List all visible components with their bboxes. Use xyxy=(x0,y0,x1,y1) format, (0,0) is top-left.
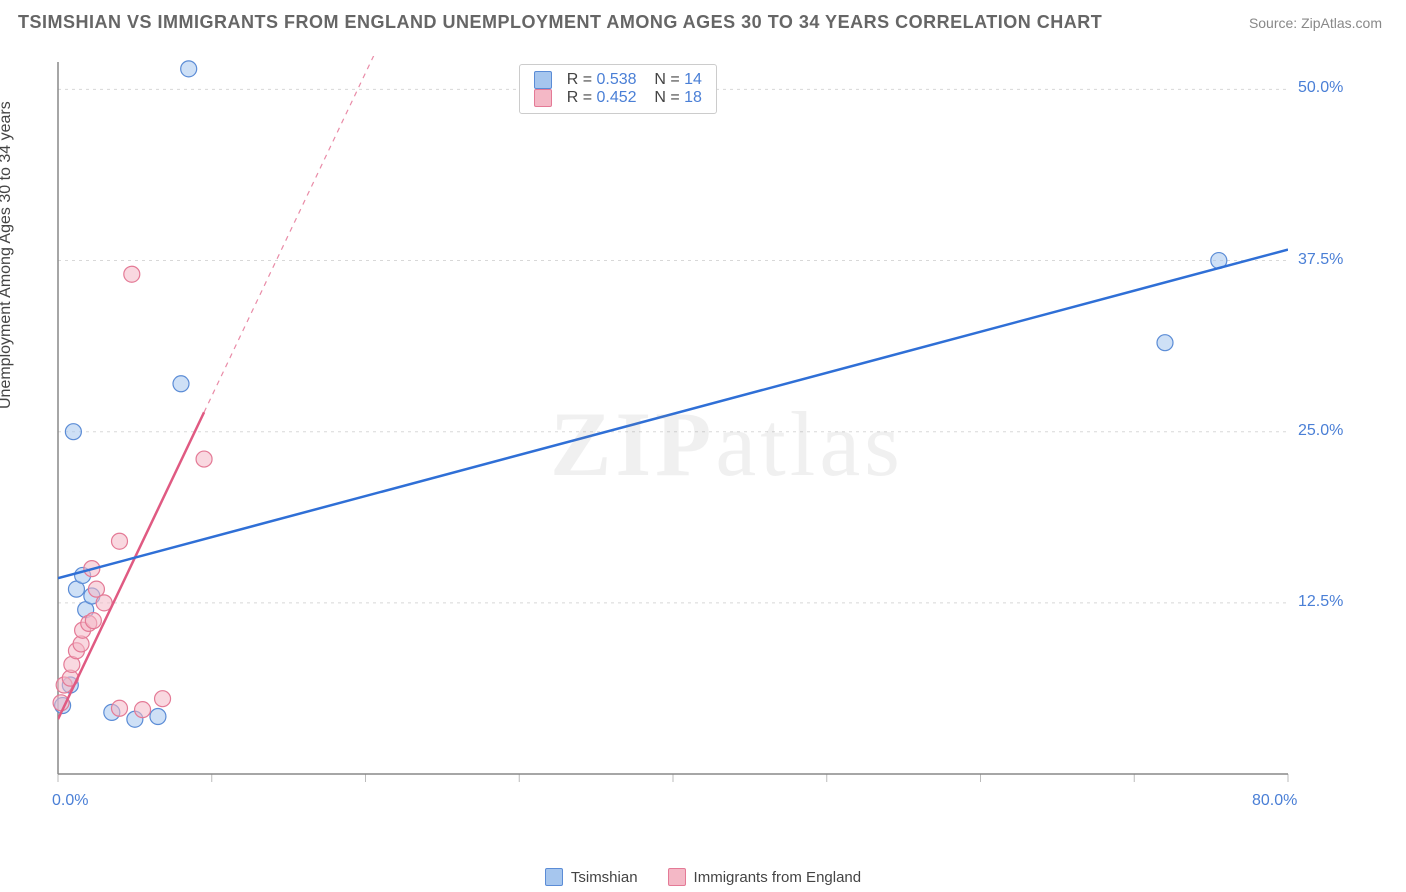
plot-area: ZIPatlas R = 0.538 N = 14 R = 0.452 N = … xyxy=(48,52,1358,822)
stat-text: R = 0.538 N = 14 xyxy=(562,71,702,89)
y-tick-label: 25.0% xyxy=(1298,422,1343,440)
stat-legend: R = 0.538 N = 14 R = 0.452 N = 18 xyxy=(519,64,717,114)
stat-text: R = 0.452 N = 18 xyxy=(562,89,702,107)
legend-item-england: Immigrants from England xyxy=(668,868,862,886)
y-tick-label: 50.0% xyxy=(1298,79,1343,97)
x-tick-label: 80.0% xyxy=(1252,792,1297,810)
legend-label: Tsimshian xyxy=(571,869,638,886)
bottom-legend: Tsimshian Immigrants from England xyxy=(0,868,1406,886)
y-tick-label: 37.5% xyxy=(1298,251,1343,269)
legend-label: Immigrants from England xyxy=(694,869,862,886)
legend-swatch-icon xyxy=(668,868,686,886)
scatter-svg xyxy=(48,52,1358,822)
y-axis-label: Unemployment Among Ages 30 to 34 years xyxy=(0,101,15,409)
header-row: TSIMSHIAN VS IMMIGRANTS FROM ENGLAND UNE… xyxy=(0,0,1406,37)
stat-swatch-icon xyxy=(534,71,552,89)
stat-row: R = 0.538 N = 14 xyxy=(534,71,702,89)
legend-item-tsimshian: Tsimshian xyxy=(545,868,638,886)
chart-title: TSIMSHIAN VS IMMIGRANTS FROM ENGLAND UNE… xyxy=(18,12,1102,33)
source-label: Source: ZipAtlas.com xyxy=(1249,15,1382,31)
x-tick-label: 0.0% xyxy=(52,792,88,810)
stat-swatch-icon xyxy=(534,89,552,107)
correlation-chart: TSIMSHIAN VS IMMIGRANTS FROM ENGLAND UNE… xyxy=(0,0,1406,892)
y-tick-label: 12.5% xyxy=(1298,593,1343,611)
legend-swatch-icon xyxy=(545,868,563,886)
stat-row: R = 0.452 N = 18 xyxy=(534,89,702,107)
